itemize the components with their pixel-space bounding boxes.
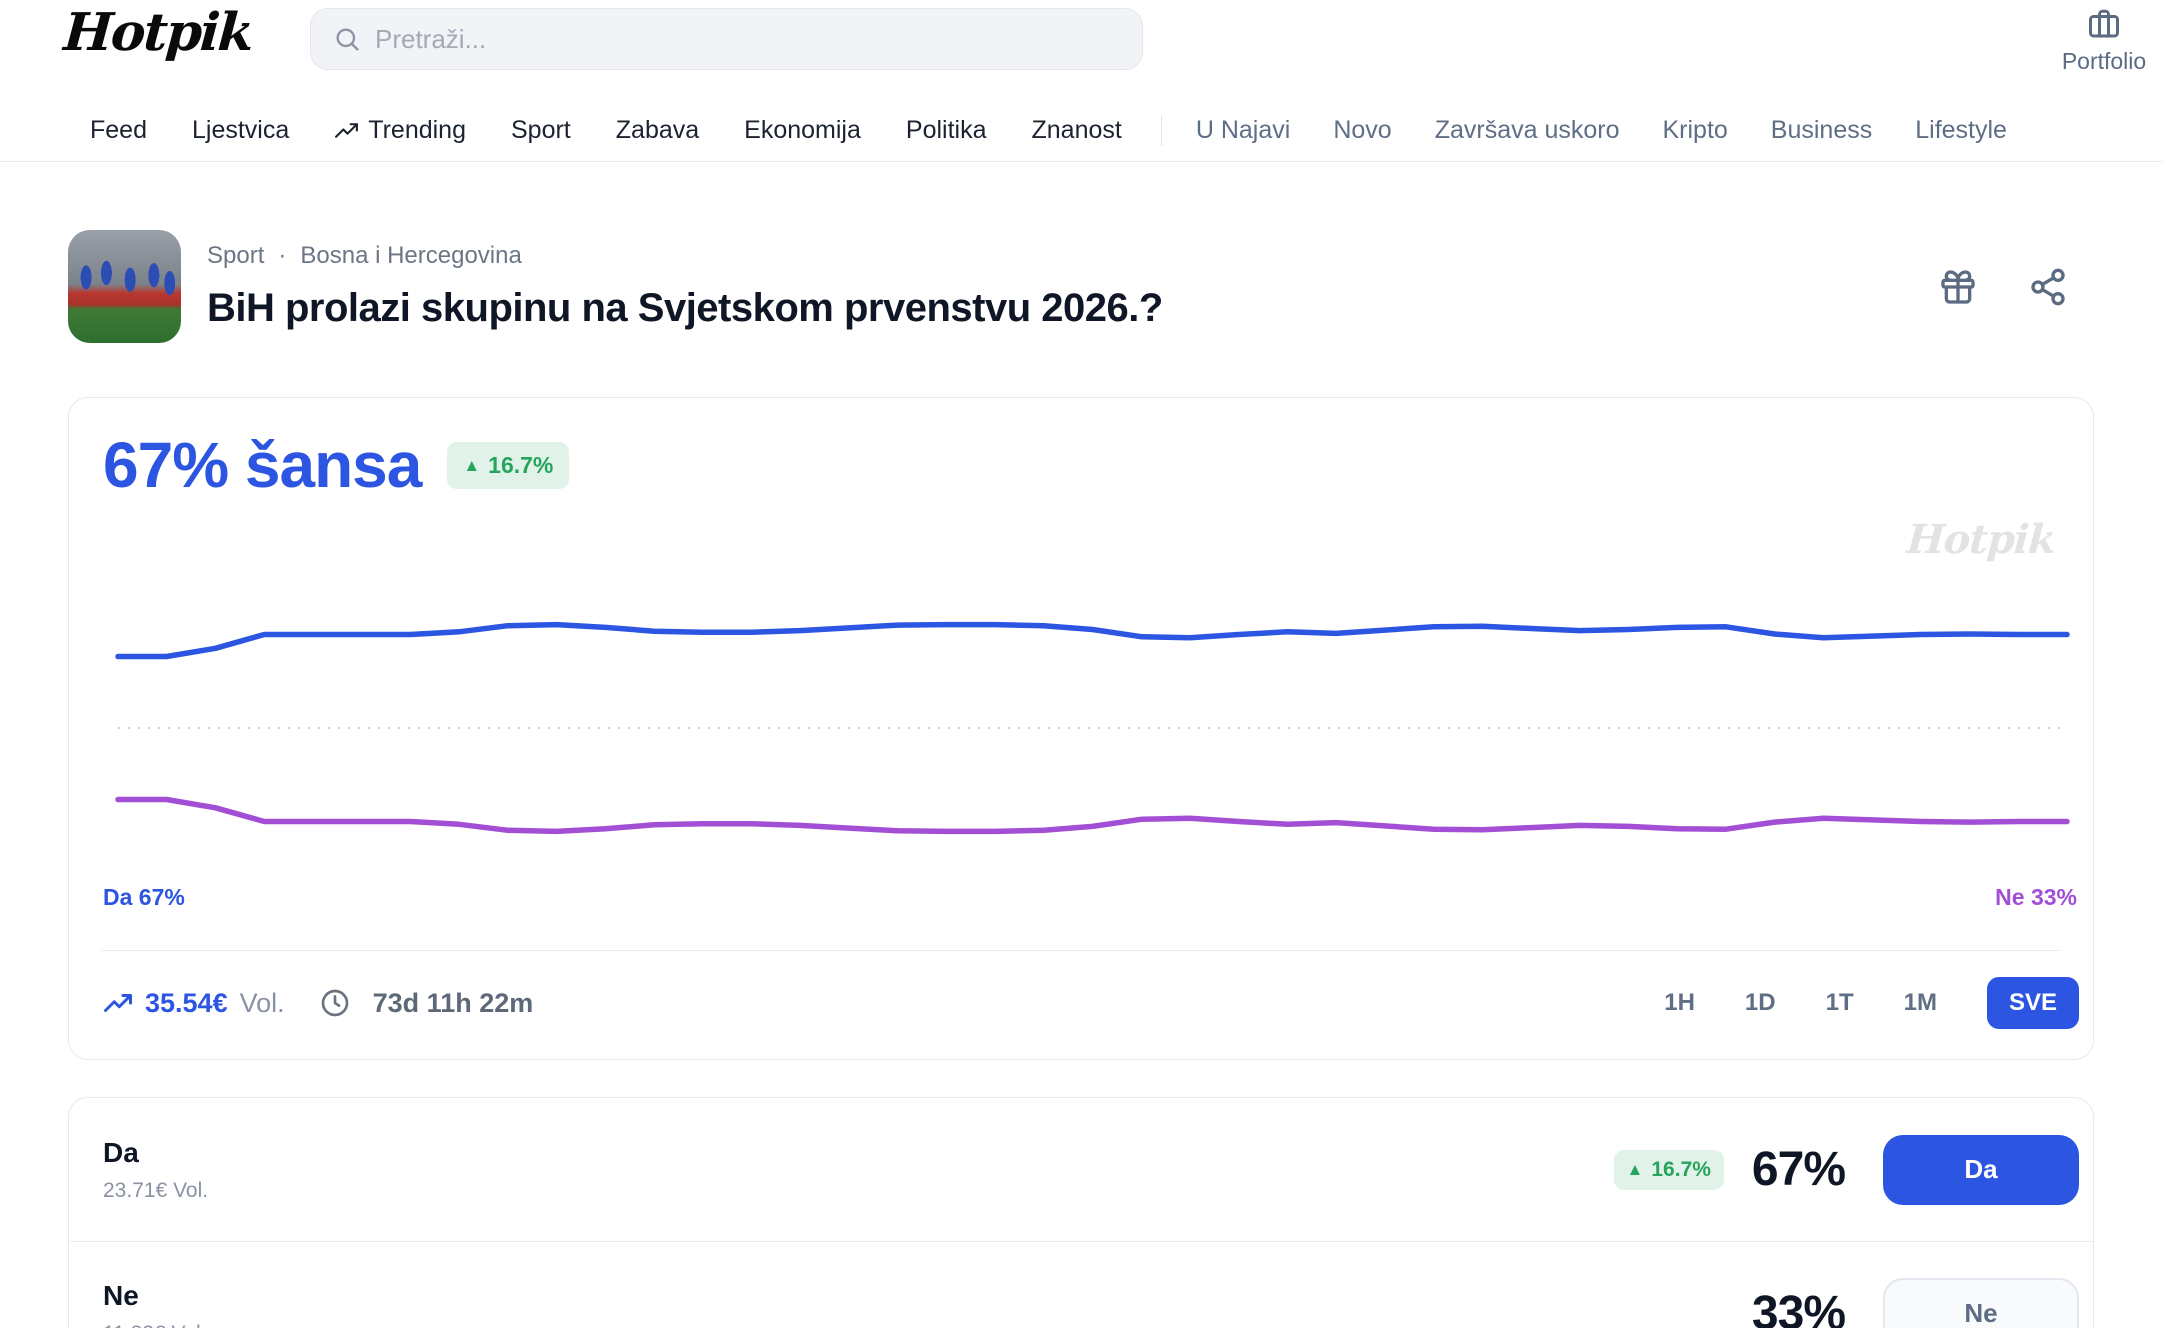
change-value: 16.7%	[488, 451, 554, 478]
search-icon	[333, 25, 361, 53]
nav-item-ljestvica[interactable]: Ljestvica	[191, 116, 290, 144]
chance-row: 67% šansa ▲ 16.7%	[103, 428, 570, 502]
breadcrumb-separator: ·	[278, 242, 287, 269]
breadcrumb: Sport · Bosna i Hercegovina	[207, 242, 1163, 270]
outcome-row-ne: Ne 11.83€ Vol. 33% Ne	[69, 1241, 2093, 1328]
chance-text: 67% šansa	[103, 429, 422, 501]
page-title: BiH prolazi skupinu na Svjetskom prvenst…	[207, 286, 1163, 330]
share-icon[interactable]	[2028, 267, 2068, 307]
time-range-group: 1H 1D 1T 1M SVE	[1664, 977, 2079, 1029]
up-triangle-icon: ▲	[1626, 1160, 1644, 1179]
trending-up-icon	[103, 988, 133, 1018]
buy-ne-button[interactable]: Ne	[1883, 1278, 2079, 1328]
nav-item-feed[interactable]: Feed	[90, 116, 147, 144]
time-remaining: 73d 11h 22m	[372, 987, 534, 1018]
category-nav: Feed Ljestvica Trending Sport Zabava Eko…	[0, 100, 2162, 162]
market-text: Sport · Bosna i Hercegovina BiH prolazi …	[207, 242, 1163, 331]
outcome-ne-info: Ne 11.83€ Vol.	[103, 1280, 207, 1328]
range-1h[interactable]: 1H	[1664, 989, 1695, 1016]
legend-ne: Ne 33%	[1995, 884, 2077, 910]
nav-divider	[1160, 115, 1162, 146]
nav-item-zavrsava-uskoro[interactable]: Završava uskoro	[1434, 116, 1620, 144]
breadcrumb-category[interactable]: Sport	[207, 242, 265, 269]
range-sve[interactable]: SVE	[1986, 977, 2079, 1029]
nav-item-trending[interactable]: Trending	[334, 116, 466, 145]
briefcase-icon	[2086, 6, 2122, 42]
outcome-row-da: Da 23.71€ Vol. ▲ 16.7% 67% Da	[69, 1098, 2093, 1241]
legend-da: Da 67%	[103, 884, 185, 910]
brand-logo[interactable]: Hotpik	[61, 2, 255, 63]
portfolio-button[interactable]: Portfolio	[2050, 6, 2158, 75]
change-badge: ▲ 16.7%	[447, 441, 570, 489]
market-actions	[1938, 267, 2094, 307]
header-top-row: Hotpik Portfolio	[0, 0, 2162, 100]
outcome-da-name: Da	[103, 1136, 139, 1168]
volume-label: Vol.	[239, 987, 285, 1018]
market-thumbnail	[68, 230, 181, 343]
chart-line-da	[115, 621, 2070, 660]
trending-up-icon	[334, 118, 359, 143]
outcomes-card: Da 23.71€ Vol. ▲ 16.7% 67% Da Ne 11.83€ …	[68, 1097, 2094, 1328]
probability-chart	[115, 621, 2070, 835]
nav-item-kripto[interactable]: Kripto	[1662, 116, 1728, 144]
volume-group: 35.54€ Vol. 73d 11h 22m	[103, 987, 533, 1019]
gift-icon[interactable]	[1938, 267, 1978, 307]
nav-item-novo[interactable]: Novo	[1333, 116, 1392, 144]
header: Hotpik Portfolio Feed Ljestvica	[0, 0, 2162, 162]
outcome-da-volume: 23.71€ Vol.	[103, 1178, 209, 1202]
outcome-da-info: Da 23.71€ Vol.	[103, 1137, 208, 1203]
outcome-ne-values: 33% Ne	[1748, 1278, 2079, 1328]
outcome-ne-probability: 33%	[1751, 1286, 1846, 1328]
nav-item-ekonomija[interactable]: Ekonomija	[744, 116, 861, 144]
nav-item-u-najavi[interactable]: U Najavi	[1195, 116, 1291, 144]
outcome-da-change-badge: ▲ 16.7%	[1613, 1149, 1724, 1190]
chart-footer-divider	[101, 950, 2061, 951]
search-bar[interactable]	[310, 8, 1143, 70]
chart-footer: 35.54€ Vol. 73d 11h 22m 1H 1D 1T 1M SVE	[103, 972, 2079, 1034]
market-header: Sport · Bosna i Hercegovina BiH prolazi …	[68, 230, 2094, 343]
main-content: Sport · Bosna i Hercegovina BiH prolazi …	[0, 230, 2162, 1328]
chart-watermark: Hotpik	[1905, 516, 2057, 563]
range-1m[interactable]: 1M	[1903, 989, 1937, 1016]
outcome-da-change: 16.7%	[1651, 1157, 1711, 1181]
nav-item-lifestyle[interactable]: Lifestyle	[1915, 116, 2007, 144]
chart-card: 67% šansa ▲ 16.7% Hotpik Da 67% Ne 33%	[68, 397, 2094, 1060]
breadcrumb-region[interactable]: Bosna i Hercegovina	[300, 242, 522, 269]
outcome-ne-volume: 11.83€ Vol.	[103, 1322, 207, 1328]
nav-item-sport[interactable]: Sport	[511, 116, 571, 144]
clock-icon	[319, 987, 351, 1019]
buy-da-button[interactable]: Da	[1883, 1134, 2079, 1205]
nav-item-znanost[interactable]: Znanost	[1031, 116, 1122, 144]
nav-item-zabava[interactable]: Zabava	[615, 116, 700, 144]
outcome-ne-name: Ne	[103, 1280, 139, 1311]
search-input[interactable]	[375, 23, 1120, 55]
volume-value: 35.54€	[145, 987, 228, 1018]
portfolio-label: Portfolio	[2061, 48, 2147, 74]
outcome-da-probability: 67%	[1751, 1143, 1846, 1196]
outcome-da-values: ▲ 16.7% 67% Da	[1613, 1134, 2079, 1205]
chart-line-ne	[115, 796, 2070, 835]
chart-legend: Da 67% Ne 33%	[103, 884, 2077, 911]
up-triangle-icon: ▲	[463, 455, 481, 475]
nav-item-politika[interactable]: Politika	[905, 116, 987, 144]
range-1t[interactable]: 1T	[1825, 989, 1854, 1016]
range-1d[interactable]: 1D	[1744, 989, 1776, 1016]
nav-item-business[interactable]: Business	[1770, 116, 1873, 144]
